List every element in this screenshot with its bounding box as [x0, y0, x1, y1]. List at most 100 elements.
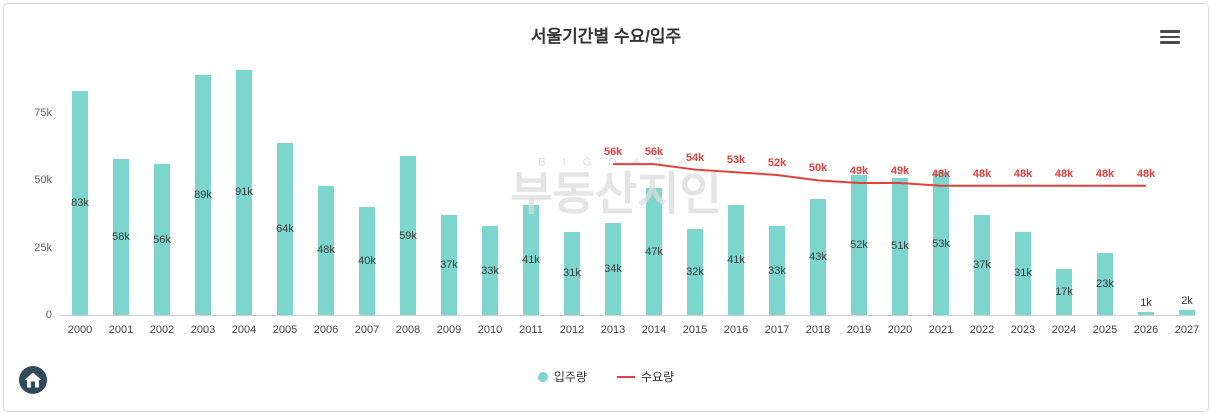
bar-2025[interactable] — [1097, 253, 1113, 315]
demand-value-label: 48k — [1054, 167, 1074, 180]
chart-card: 서울기간별 수요/입주 B I G D A T A 부동산지인 0 25k 50k 7… — [3, 3, 1209, 412]
brand-house-logo-icon[interactable] — [18, 365, 48, 395]
bar-value-label: 64k — [276, 222, 294, 235]
plot-area: B I G D A T A 부동산지인 0 25k 50k 75k 2000 83k 200… — [4, 4, 1208, 411]
bar-value-label: 83k — [71, 197, 89, 210]
bar-2013[interactable] — [605, 223, 621, 315]
demand-value-label: 50k — [808, 162, 828, 175]
bar-value-label: 51k — [891, 240, 909, 253]
x-tick-label: 2017 — [764, 324, 790, 336]
bar-value-label: 31k — [1014, 267, 1032, 280]
bar-value-label: 32k — [686, 265, 704, 278]
demand-value-label: 56k — [644, 146, 664, 159]
hamburger-menu-icon[interactable] — [1160, 30, 1180, 44]
demand-value-label: 48k — [931, 167, 951, 180]
bar-2010[interactable] — [482, 226, 498, 315]
bar-2022[interactable] — [974, 215, 990, 315]
legend-item-bar-series[interactable]: 입주량 — [537, 368, 587, 385]
chart-legend: 입주량 수요량 — [4, 368, 1208, 385]
x-tick-label: 2009 — [436, 324, 462, 336]
x-tick-label: 2003 — [190, 324, 216, 336]
bar-2003[interactable] — [195, 75, 211, 315]
x-tick-label: 2005 — [272, 324, 298, 336]
x-tick-label: 2019 — [846, 324, 872, 336]
bar-value-label: 41k — [522, 253, 540, 266]
bar-2020[interactable] — [892, 177, 908, 315]
bar-2027[interactable] — [1179, 309, 1195, 315]
x-tick-label: 2023 — [1010, 324, 1036, 336]
chart-title: 서울기간별 수요/입주 — [530, 27, 682, 46]
bar-value-label: 53k — [932, 237, 950, 250]
bar-series-label: 입주량 — [553, 370, 587, 384]
bar-2018[interactable] — [810, 199, 826, 315]
demand-value-label: 53k — [726, 154, 746, 167]
x-tick-label: 2015 — [682, 324, 708, 336]
bar-2006[interactable] — [318, 185, 334, 315]
bar-2023[interactable] — [1015, 231, 1031, 315]
bar-2001[interactable] — [113, 158, 129, 315]
bar-2019[interactable] — [851, 174, 867, 315]
bar-2024[interactable] — [1056, 269, 1072, 315]
x-tick-label: 2007 — [354, 324, 380, 336]
bar-2026[interactable] — [1138, 312, 1154, 315]
bar-2004[interactable] — [236, 69, 252, 315]
hamburger-bar — [1160, 30, 1180, 33]
bar-value-label: 56k — [153, 233, 171, 246]
x-tick-label: 2024 — [1051, 324, 1077, 336]
bar-series-marker-icon — [537, 371, 548, 382]
x-tick-label: 2012 — [559, 324, 585, 336]
x-tick-label: 2022 — [969, 324, 995, 336]
x-tick-label: 2025 — [1092, 324, 1118, 336]
demand-value-label: 48k — [1136, 167, 1156, 180]
bar-2008[interactable] — [400, 156, 416, 315]
bar-value-label: 59k — [399, 229, 417, 242]
bar-value-label: 37k — [440, 259, 458, 272]
bar-value-label: 52k — [850, 238, 868, 251]
demand-value-label: 52k — [767, 156, 787, 169]
hamburger-bar — [1160, 41, 1180, 44]
demand-value-label: 48k — [1013, 167, 1033, 180]
bar-2016[interactable] — [728, 204, 744, 315]
bar-2012[interactable] — [564, 231, 580, 315]
x-axis-line — [60, 315, 1196, 316]
y-tick-label: 25k — [34, 241, 52, 254]
x-tick-label: 2011 — [519, 324, 543, 336]
bar-value-label: 37k — [973, 259, 991, 272]
x-tick-label: 2016 — [723, 324, 749, 336]
watermark-main-text: 부동산지인 — [510, 167, 722, 220]
line-series-marker-icon — [617, 375, 635, 378]
bar-value-label: 40k — [358, 255, 376, 268]
bar-value-label: 31k — [563, 267, 581, 280]
x-tick-label: 2010 — [477, 324, 503, 336]
bar-value-label: 17k — [1055, 286, 1073, 299]
bar-2021[interactable] — [933, 172, 949, 315]
bar-2002[interactable] — [154, 164, 170, 315]
bar-value-label: 23k — [1096, 278, 1114, 291]
x-tick-label: 2014 — [641, 324, 667, 336]
bar-2011[interactable] — [523, 204, 539, 315]
x-tick-label: 2020 — [887, 324, 913, 336]
bar-2017[interactable] — [769, 226, 785, 315]
legend-item-line-series[interactable]: 수요량 — [617, 368, 674, 385]
bar-2014[interactable] — [646, 188, 662, 315]
demand-value-label: 56k — [603, 146, 623, 159]
bar-2005[interactable] — [277, 142, 293, 315]
bar-value-label: 91k — [235, 186, 253, 199]
x-tick-label: 2027 — [1174, 324, 1200, 336]
bar-value-label: 34k — [604, 263, 622, 276]
x-tick-label: 2021 — [928, 324, 954, 336]
bar-value-label: 58k — [112, 230, 130, 243]
y-tick-label: 50k — [34, 174, 52, 187]
bar-value-label: 43k — [809, 251, 827, 264]
bar-2007[interactable] — [359, 207, 375, 315]
bar-value-label: 33k — [481, 264, 499, 277]
y-tick-label: 75k — [34, 107, 52, 119]
bar-2009[interactable] — [441, 215, 457, 315]
x-tick-label: 2013 — [600, 324, 626, 336]
demand-value-label: 49k — [849, 165, 869, 178]
x-tick-label: 2026 — [1133, 324, 1159, 336]
demand-value-label: 48k — [1095, 167, 1115, 180]
x-tick-label: 2001 — [108, 324, 134, 336]
bar-2000[interactable] — [72, 91, 88, 315]
bar-2015[interactable] — [687, 228, 703, 315]
